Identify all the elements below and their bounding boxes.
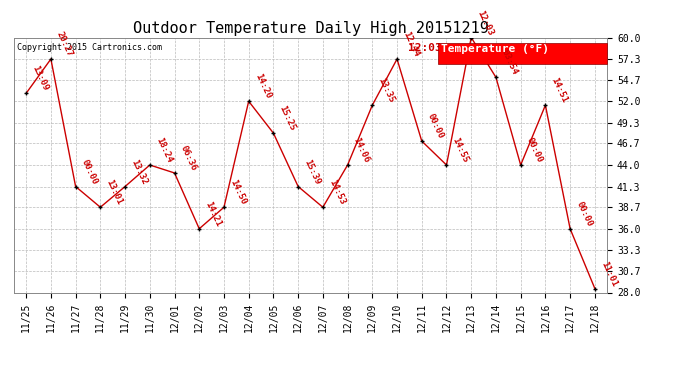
Point	[441, 162, 452, 168]
Text: 03:54: 03:54	[500, 48, 520, 76]
Point	[21, 90, 32, 96]
Point	[95, 204, 106, 210]
Text: 00:00: 00:00	[525, 136, 544, 164]
Text: 13:35: 13:35	[377, 76, 396, 105]
Point	[46, 56, 57, 62]
Point	[589, 285, 600, 291]
Text: 14:55: 14:55	[451, 136, 470, 164]
Text: 14:53: 14:53	[327, 178, 346, 207]
Text: 12:03: 12:03	[408, 43, 442, 52]
Text: 14:51: 14:51	[549, 76, 569, 105]
Point	[194, 226, 205, 232]
Point	[219, 204, 230, 210]
Text: 14:20: 14:20	[253, 72, 273, 100]
Text: 12:44: 12:44	[401, 30, 421, 58]
Text: 20:27: 20:27	[55, 30, 75, 58]
Text: 15:25: 15:25	[277, 104, 297, 132]
Title: Outdoor Temperature Daily High 20151219: Outdoor Temperature Daily High 20151219	[132, 21, 489, 36]
Point	[293, 183, 304, 189]
Text: 11:01: 11:01	[599, 260, 618, 288]
Text: 14:50: 14:50	[228, 178, 248, 207]
Point	[342, 162, 353, 168]
Point	[268, 130, 279, 136]
Text: 14:21: 14:21	[204, 200, 223, 228]
Point	[367, 102, 378, 108]
Text: 12:03: 12:03	[475, 9, 495, 37]
Bar	[438, 43, 607, 64]
Text: 14:06: 14:06	[352, 136, 371, 164]
Point	[540, 102, 551, 108]
Point	[119, 183, 130, 189]
Point	[564, 226, 575, 232]
Point	[491, 74, 502, 80]
Text: 13:09: 13:09	[30, 64, 50, 93]
Text: 13:01: 13:01	[104, 178, 124, 207]
Text: 18:24: 18:24	[154, 136, 173, 164]
Point	[243, 98, 254, 104]
Point	[144, 162, 155, 168]
Text: 15:39: 15:39	[302, 158, 322, 186]
Point	[515, 162, 526, 168]
Text: 00:00: 00:00	[426, 112, 446, 140]
Text: 06:36: 06:36	[179, 144, 198, 172]
Point	[169, 170, 180, 176]
Point	[466, 34, 477, 40]
Text: 00:00: 00:00	[574, 200, 594, 228]
Text: Copyright 2015 Cartronics.com: Copyright 2015 Cartronics.com	[17, 43, 161, 52]
Text: 13:32: 13:32	[129, 158, 149, 186]
Point	[391, 56, 402, 62]
Text: Temperature (°F): Temperature (°F)	[441, 44, 549, 54]
Point	[317, 204, 328, 210]
Point	[70, 183, 81, 189]
Text: 00:00: 00:00	[80, 158, 99, 186]
Point	[416, 138, 427, 144]
